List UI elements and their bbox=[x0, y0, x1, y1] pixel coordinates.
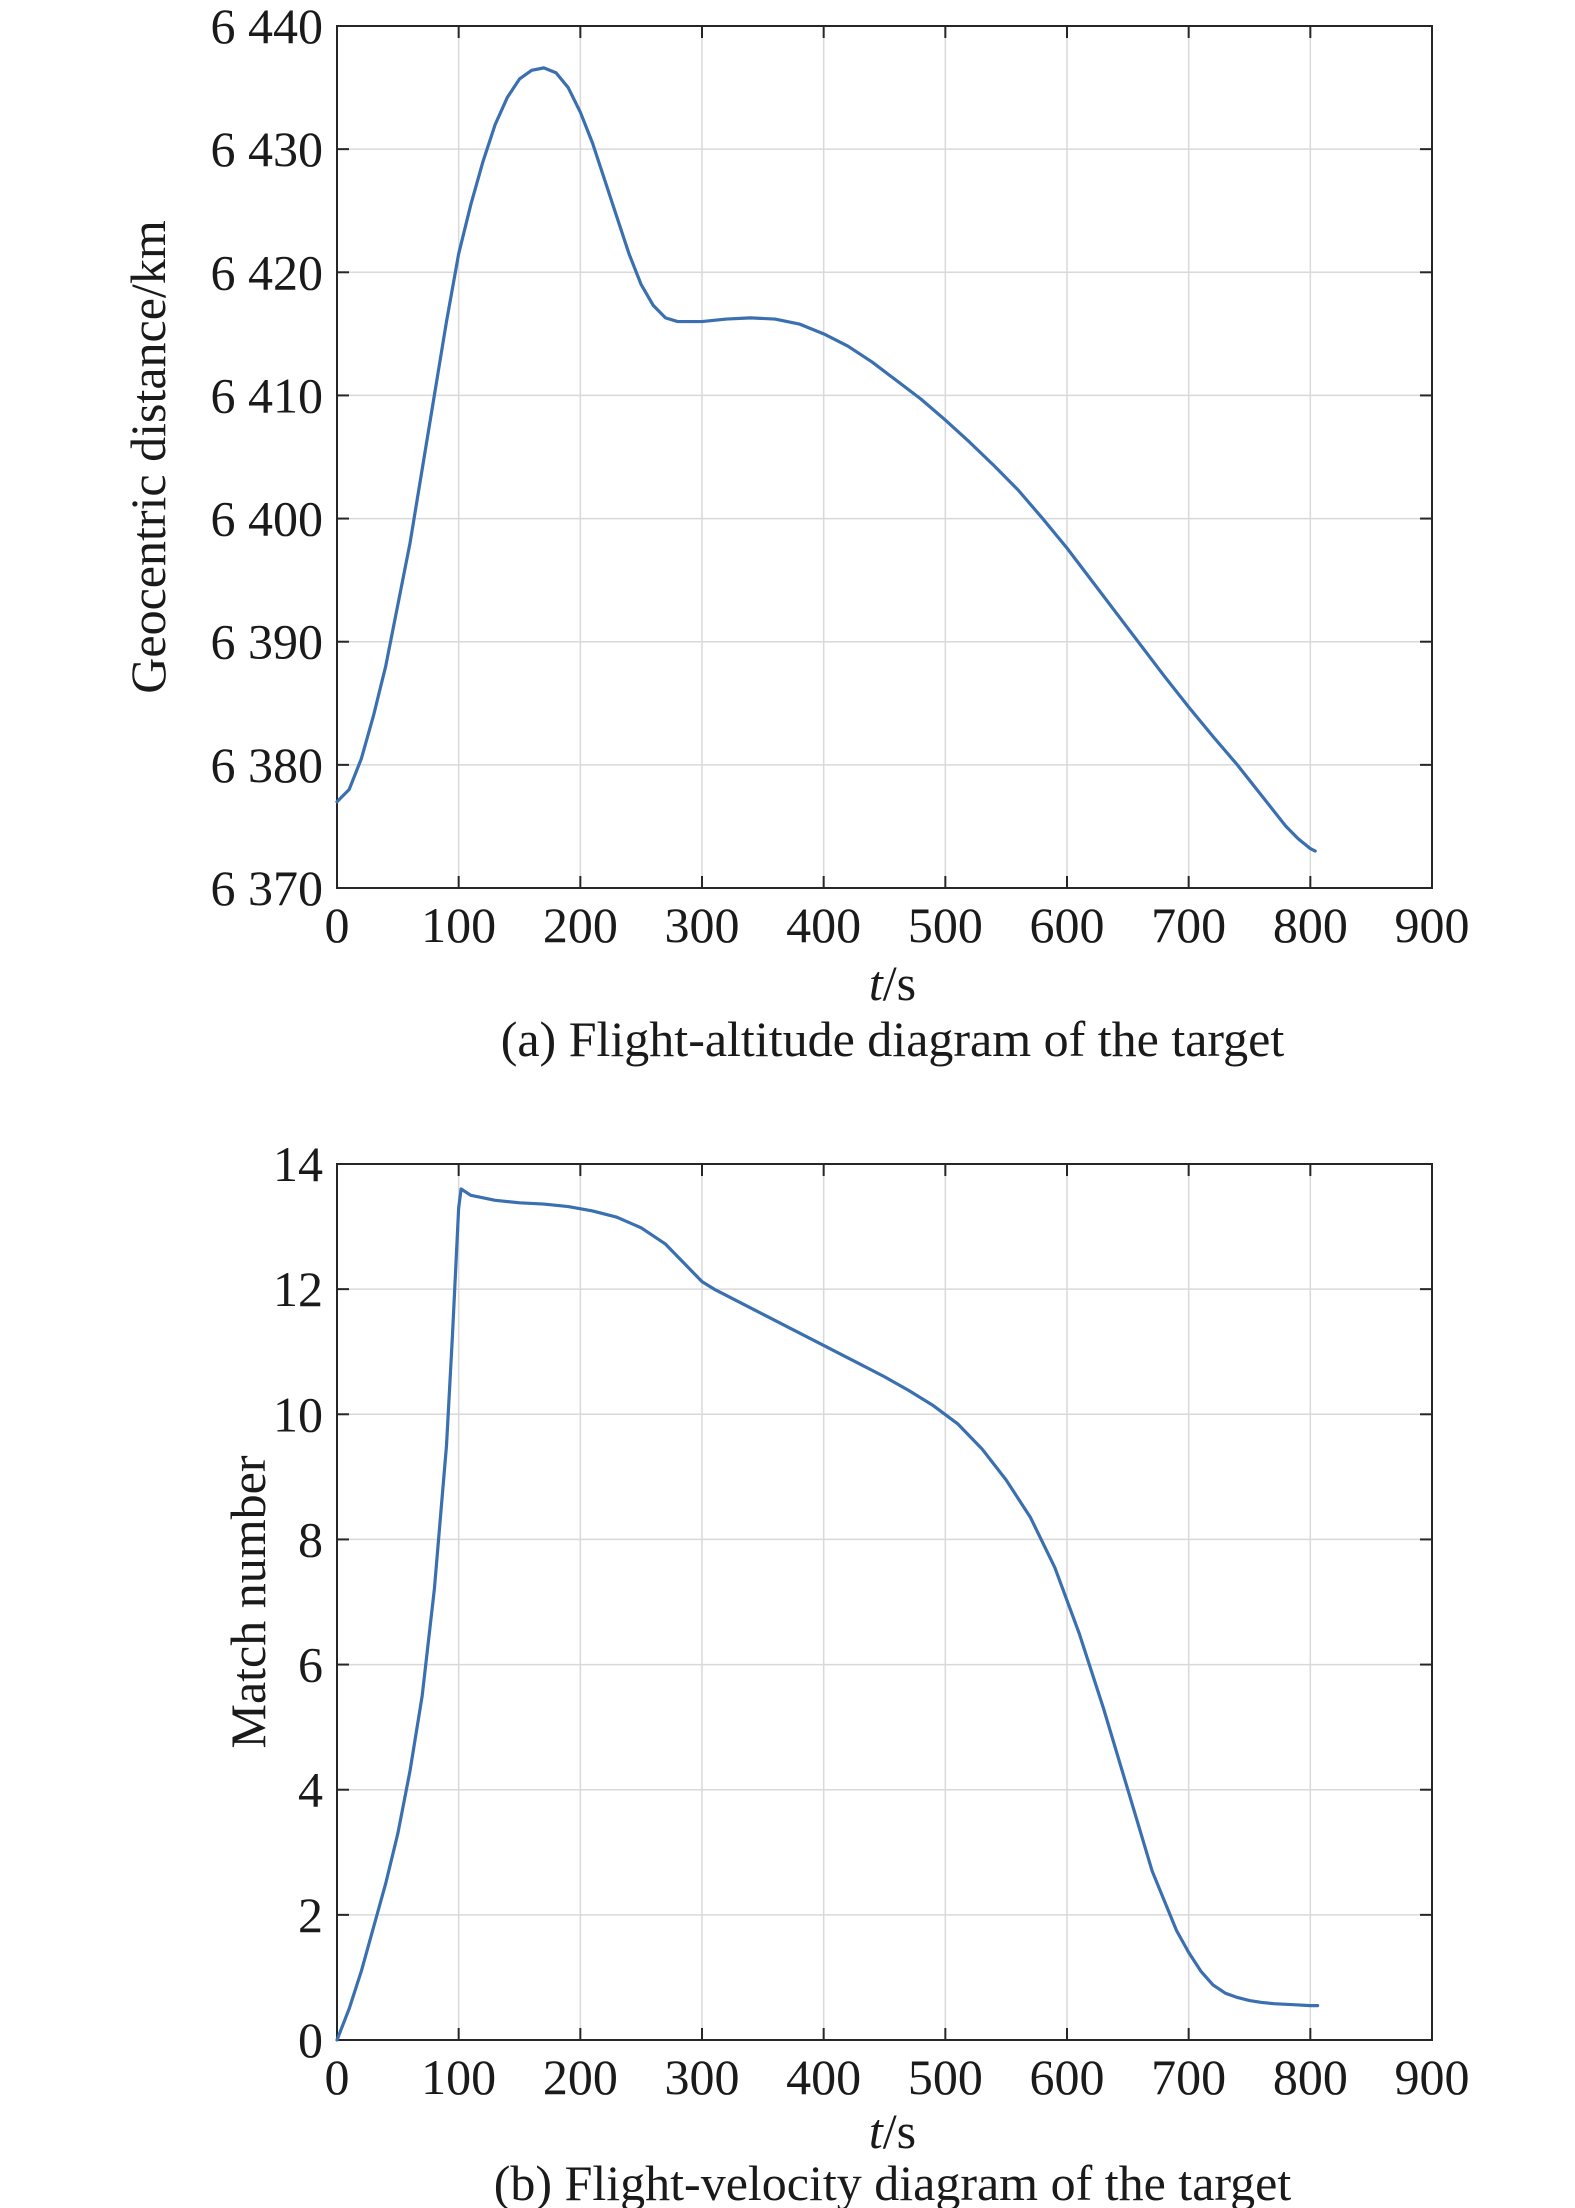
y-tick-label: 6 440 bbox=[211, 0, 324, 54]
x-tick-label: 400 bbox=[786, 897, 861, 953]
y-tick-label: 6 400 bbox=[211, 491, 324, 547]
x-tick-label: 800 bbox=[1273, 2049, 1348, 2105]
altitude-ticks: 0 100 200 300 400 500 600 700 800 900 6 370 6 380 6 … bbox=[211, 0, 1470, 953]
x-tick-label: 100 bbox=[421, 897, 496, 953]
y-tick-label: 6 380 bbox=[211, 737, 324, 793]
altitude-y-axis-label: Geocentric distance/km bbox=[120, 220, 176, 694]
velocity-y-axis-label: Match number bbox=[220, 1455, 276, 1748]
velocity-series-line bbox=[335, 1187, 1320, 2042]
altitude-x-axis-label: t/s bbox=[869, 955, 916, 1011]
y-tick-label: 6 420 bbox=[211, 244, 324, 300]
y-tick-label: 6 bbox=[298, 1637, 323, 1693]
y-tick-label: 12 bbox=[273, 1261, 323, 1317]
altitude-grid bbox=[337, 26, 1432, 888]
x-tick-label: 700 bbox=[1151, 2049, 1226, 2105]
x-tick-label: 500 bbox=[908, 897, 983, 953]
x-tick-label: 900 bbox=[1395, 2049, 1470, 2105]
velocity-caption: (b) Flight-velocity diagram of the targe… bbox=[494, 2155, 1292, 2208]
y-tick-label: 8 bbox=[298, 1511, 323, 1567]
velocity-grid bbox=[337, 1164, 1432, 2040]
x-tick-label: 600 bbox=[1030, 897, 1105, 953]
y-tick-label: 2 bbox=[298, 1887, 323, 1943]
y-tick-label: 6 430 bbox=[211, 121, 324, 177]
x-tick-label: 200 bbox=[543, 897, 618, 953]
altitude-chart: 0 100 200 300 400 500 600 700 800 900 6 370 6 380 6 … bbox=[120, 0, 1470, 1067]
velocity-x-axis-label-var: t bbox=[869, 2103, 884, 2159]
y-tick-label: 10 bbox=[273, 1386, 323, 1442]
velocity-x-axis-label-unit: /s bbox=[883, 2103, 916, 2159]
x-tick-label: 500 bbox=[908, 2049, 983, 2105]
x-tick-label: 800 bbox=[1273, 897, 1348, 953]
altitude-caption: (a) Flight-altitude diagram of the targe… bbox=[501, 1011, 1285, 1067]
x-tick-label: 0 bbox=[325, 897, 350, 953]
altitude-x-axis-label-unit: /s bbox=[883, 955, 916, 1011]
x-tick-label: 400 bbox=[786, 2049, 861, 2105]
x-tick-label: 300 bbox=[665, 897, 740, 953]
y-tick-label: 6 370 bbox=[211, 860, 324, 916]
velocity-chart: 0 100 200 300 400 500 600 700 800 90002468101214 … bbox=[220, 1136, 1470, 2208]
y-tick-label: 6 410 bbox=[211, 367, 324, 423]
altitude-x-axis-label-var: t bbox=[869, 955, 884, 1011]
y-tick-label: 0 bbox=[298, 2012, 323, 2068]
x-tick-label: 700 bbox=[1151, 897, 1226, 953]
x-tick-label: 300 bbox=[665, 2049, 740, 2105]
altitude-series bbox=[335, 66, 1317, 853]
y-tick-label: 14 bbox=[273, 1136, 323, 1192]
velocity-series bbox=[335, 1187, 1320, 2042]
y-tick-label: 6 390 bbox=[211, 614, 324, 670]
x-tick-label: 0 bbox=[325, 2049, 350, 2105]
velocity-plot-frame bbox=[336, 1163, 1433, 2041]
velocity-ticks: 0 100 200 300 400 500 600 700 800 900 0 2 4 6 8 10 12 14 bbox=[273, 1136, 1470, 2105]
velocity-x-axis-label: t/s bbox=[869, 2103, 916, 2159]
altitude-series-line bbox=[335, 66, 1317, 853]
x-tick-label: 200 bbox=[543, 2049, 618, 2105]
x-tick-label: 900 bbox=[1395, 897, 1470, 953]
x-tick-label: 100 bbox=[421, 2049, 496, 2105]
x-tick-label: 600 bbox=[1030, 2049, 1105, 2105]
y-tick-label: 4 bbox=[298, 1762, 323, 1818]
altitude-plot-frame bbox=[336, 25, 1433, 889]
